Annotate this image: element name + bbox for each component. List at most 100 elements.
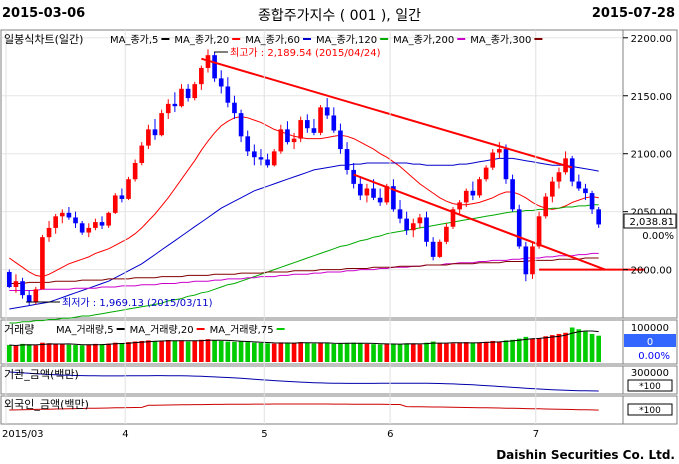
inst-flow-line xyxy=(9,371,599,392)
candle-body xyxy=(477,179,482,196)
candle-body xyxy=(212,55,217,79)
volume-bar xyxy=(119,343,125,362)
volume-bar xyxy=(238,341,244,362)
candle-body xyxy=(391,186,396,210)
volume-bar xyxy=(86,344,92,362)
legend-label: MA_종가,120 xyxy=(316,34,377,46)
volume-bar xyxy=(470,343,476,362)
candle xyxy=(351,162,356,189)
candle-body xyxy=(26,295,32,303)
ma-line xyxy=(9,116,599,278)
legend-label: MA_종가,20 xyxy=(174,34,229,46)
candle xyxy=(477,176,482,198)
volume-bar xyxy=(404,343,409,362)
volume-bar xyxy=(205,339,211,362)
candle-body xyxy=(126,179,131,199)
inst-unit-box xyxy=(627,379,673,392)
candle-body xyxy=(304,120,310,129)
legend-label: MA_종가,300 xyxy=(470,34,531,46)
candle-body xyxy=(185,88,191,99)
candle xyxy=(66,207,72,220)
volume-bar xyxy=(410,343,416,362)
volume-bar xyxy=(450,343,456,362)
start-date: 2015-03-06 xyxy=(2,6,86,21)
volume-value: 0 xyxy=(647,337,653,348)
candle-body xyxy=(543,196,549,217)
candle xyxy=(172,92,178,112)
foreign-unit-box xyxy=(627,403,673,416)
volume-bar xyxy=(285,342,290,362)
candle xyxy=(106,211,111,228)
price-tick-label: 2000.00 xyxy=(631,266,672,277)
legend-label: MA_거래량,5 xyxy=(56,324,114,336)
candle xyxy=(6,269,12,289)
volume-bar xyxy=(66,344,72,362)
candle-body xyxy=(410,223,416,231)
volume-bar xyxy=(159,340,164,362)
candle xyxy=(245,130,251,157)
candle xyxy=(556,167,562,189)
candle-body xyxy=(192,84,198,99)
candle-body xyxy=(79,223,85,233)
candle-body xyxy=(179,88,184,107)
candle-body xyxy=(165,103,171,114)
trendline xyxy=(201,57,573,169)
candle-body xyxy=(311,128,317,133)
volume-value-box xyxy=(624,334,676,347)
volume-bar xyxy=(112,342,118,362)
legend-label: MA_거래량,75 xyxy=(210,324,274,336)
candle-body xyxy=(218,78,224,87)
volume-bar xyxy=(126,342,131,362)
candle-body xyxy=(46,227,52,238)
candle-body xyxy=(516,209,522,247)
candle-body xyxy=(331,115,337,131)
current-price: 2,038.81 xyxy=(629,217,674,228)
volume-bar xyxy=(391,343,396,362)
candle-body xyxy=(490,152,496,168)
volume-bar xyxy=(510,339,515,362)
candle xyxy=(304,114,310,133)
inst-panel xyxy=(0,365,624,395)
volume-bar xyxy=(457,342,462,362)
candle-body xyxy=(139,145,145,163)
candle-body xyxy=(371,188,376,198)
candle xyxy=(364,183,370,203)
candle xyxy=(530,241,535,279)
candle xyxy=(344,142,350,175)
volume-bar xyxy=(271,343,277,362)
volume-bar xyxy=(132,341,138,362)
volume-bar xyxy=(371,344,376,362)
candle-body xyxy=(470,190,476,196)
ma-line xyxy=(9,257,599,284)
month-label: 4 xyxy=(122,429,128,440)
candle-body xyxy=(430,241,436,257)
foreign-flow-line xyxy=(9,403,599,411)
candle xyxy=(59,209,65,224)
candle-body xyxy=(265,159,270,166)
candle-body xyxy=(99,222,105,226)
candle-body xyxy=(463,190,469,203)
volume-bar xyxy=(26,344,32,362)
candle-body xyxy=(232,102,237,114)
candle-body xyxy=(252,151,257,158)
candle xyxy=(503,144,509,184)
candle xyxy=(463,188,469,208)
candle xyxy=(444,223,449,245)
candle xyxy=(165,99,171,119)
candle-body xyxy=(271,151,277,166)
month-label: 5 xyxy=(261,429,267,440)
inst-tick: 300000 xyxy=(631,368,669,379)
volume-bar xyxy=(258,343,264,362)
candle-body xyxy=(112,195,118,213)
volume-bar xyxy=(477,342,482,362)
candle xyxy=(483,165,489,182)
candle-body xyxy=(318,107,323,133)
candle xyxy=(523,241,529,282)
low-annotation: 최저가 : 1,969.13 (2015/03/11) xyxy=(62,297,213,309)
candle-body xyxy=(417,217,423,224)
candle xyxy=(410,218,416,238)
candle xyxy=(397,200,403,224)
volume-bar xyxy=(13,345,19,362)
volume-bar xyxy=(199,339,204,362)
